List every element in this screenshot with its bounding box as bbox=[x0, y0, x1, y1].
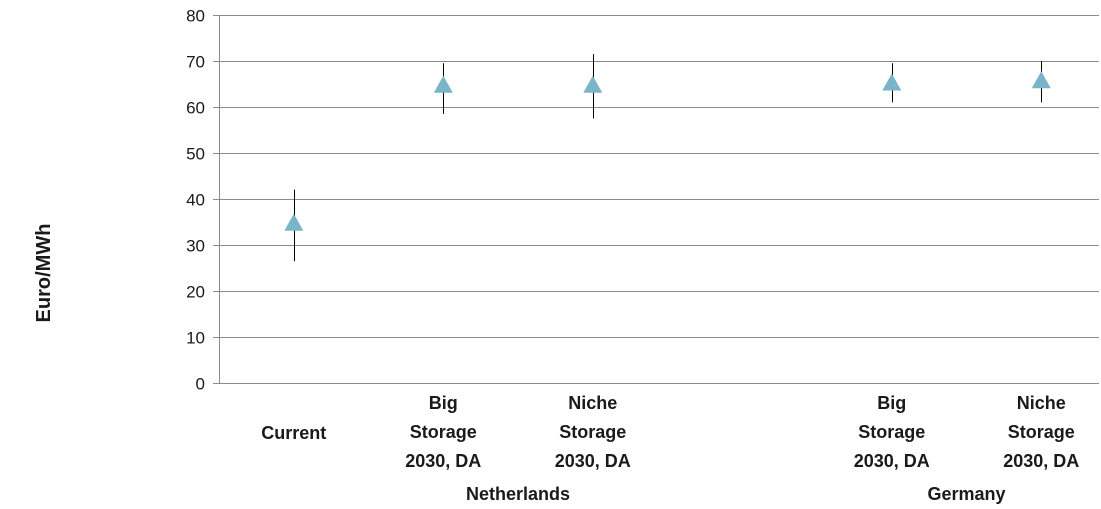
x-category-label-line: Storage bbox=[559, 422, 626, 442]
y-tick-label: 60 bbox=[186, 99, 205, 118]
x-category-label-line: 2030, DA bbox=[405, 451, 481, 471]
x-category-label-line: Storage bbox=[1008, 422, 1075, 442]
y-tick-label: 80 bbox=[186, 7, 205, 26]
x-category-label-line: Big bbox=[429, 393, 458, 413]
x-category-label-line: Current bbox=[261, 423, 326, 443]
data-point-triangle bbox=[583, 75, 603, 93]
x-category-labels: Current Big Storage 2030, DA Niche Storage 203… bbox=[261, 393, 1079, 471]
error-bars bbox=[294, 54, 1042, 262]
x-category-label-line: 2030, DA bbox=[854, 451, 930, 471]
markers bbox=[284, 71, 1051, 231]
x-category-label-line: 2030, DA bbox=[1003, 451, 1079, 471]
y-tick-label: 0 bbox=[196, 375, 205, 394]
gridlines bbox=[219, 15, 1099, 338]
x-category-label-line: Niche bbox=[1017, 393, 1066, 413]
x-category-label-line: Storage bbox=[410, 422, 477, 442]
y-tick-label: 40 bbox=[186, 191, 205, 210]
x-category-label-line: 2030, DA bbox=[555, 451, 631, 471]
data-point-triangle bbox=[284, 213, 304, 231]
x-category-label: Niche Storage 2030, DA bbox=[555, 393, 631, 471]
x-group-labels: Netherlands Germany bbox=[466, 484, 1006, 504]
x-category-label-line: Big bbox=[877, 393, 906, 413]
x-category-label: Niche Storage 2030, DA bbox=[1003, 393, 1079, 471]
x-group-label: Netherlands bbox=[466, 484, 570, 504]
y-tick-labels: 0 10 20 30 40 50 60 70 80 bbox=[186, 7, 205, 394]
x-category-label: Big Storage 2030, DA bbox=[405, 393, 481, 471]
data-point-triangle bbox=[1031, 71, 1051, 89]
y-tick-label: 10 bbox=[186, 329, 205, 348]
y-tick-label: 30 bbox=[186, 237, 205, 256]
x-category-label: Current bbox=[261, 423, 326, 443]
x-category-label: Big Storage 2030, DA bbox=[854, 393, 930, 471]
data-point-triangle bbox=[882, 73, 902, 91]
x-category-label-line: Storage bbox=[858, 422, 925, 442]
y-tick-label: 20 bbox=[186, 283, 205, 302]
x-category-label-line: Niche bbox=[568, 393, 617, 413]
y-axis-title: Euro/MWh bbox=[33, 224, 55, 323]
x-group-label: Germany bbox=[927, 484, 1005, 504]
data-point-triangle bbox=[433, 75, 453, 93]
y-tick-label: 50 bbox=[186, 145, 205, 164]
y-tick-label: 70 bbox=[186, 53, 205, 72]
axes bbox=[213, 15, 1099, 384]
